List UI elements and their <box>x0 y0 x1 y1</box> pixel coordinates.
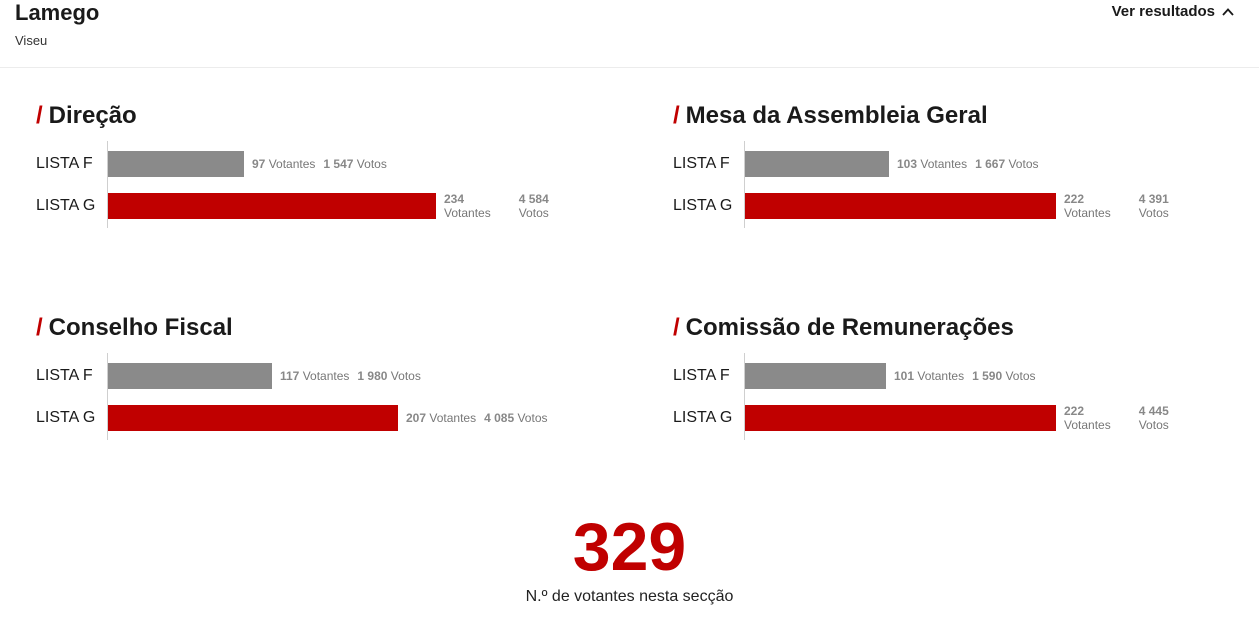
chart-panel: / Comissão de Remunerações LISTA F 101 Vota… <box>673 313 1233 473</box>
data-label: 97 Votantes 1 547 Votos <box>252 151 387 177</box>
votantes-value: 117 <box>280 369 300 383</box>
bar-lista-g <box>108 405 398 431</box>
panel-title: / Direção <box>36 101 137 131</box>
bar-row: LISTA F 101 Votantes 1 590 Votos <box>673 363 1233 389</box>
category-label: LISTA G <box>673 409 733 426</box>
votos-unit: Votos <box>1138 206 1169 220</box>
bar-row: LISTA F 97 Votantes 1 547 Votos <box>36 151 596 177</box>
votantes-unit: Votantes <box>268 157 316 171</box>
bar-row: LISTA F 117 Votantes 1 980 Votos <box>36 363 596 389</box>
votantes-cell: 234 Votantes <box>444 192 491 220</box>
votantes-unit: Votantes <box>917 369 965 383</box>
votos-unit: Votos <box>356 157 387 171</box>
votos-cell: 4 445 Votos <box>1139 404 1169 432</box>
panel-title-text: Direção <box>48 102 137 129</box>
title-slash: / <box>36 102 43 129</box>
votantes-value: 222 <box>1064 192 1085 206</box>
chart-panel: / Mesa da Assembleia Geral LISTA F 103 Vota… <box>673 101 1233 261</box>
votantes-unit: Votantes <box>1064 206 1111 220</box>
bar-axis <box>107 353 108 440</box>
toggle-label: Ver resultados <box>1111 3 1215 20</box>
votantes-value: 101 <box>894 369 915 383</box>
category-label: LISTA G <box>36 197 96 214</box>
votantes-unit: Votantes <box>429 411 477 425</box>
category-label: LISTA F <box>36 155 93 172</box>
category-label: LISTA F <box>673 155 730 172</box>
votos-value: 4 085 <box>484 411 515 425</box>
bar-lista-f <box>745 151 889 177</box>
votantes-unit: Votantes <box>1064 418 1111 432</box>
data-label: 103 Votantes 1 667 Votos <box>897 151 1039 177</box>
votantes-unit: Votantes <box>444 206 491 220</box>
votantes-value: 103 <box>897 157 918 171</box>
bar-lista-f <box>108 151 244 177</box>
votos-value: 1 667 <box>975 157 1006 171</box>
votos-unit: Votos <box>1005 369 1036 383</box>
votos-value: 4 584 <box>518 192 549 206</box>
bar-axis <box>744 353 745 440</box>
votos-unit: Votos <box>518 206 549 220</box>
title-slash: / <box>36 314 43 341</box>
chevron-up-icon <box>1222 7 1234 16</box>
total-voters-value: 329 <box>572 509 687 585</box>
total-voters-label: N.º de votantes nesta secção <box>525 588 734 605</box>
category-label: LISTA G <box>36 409 96 426</box>
panel-title-text: Mesa da Assembleia Geral <box>685 102 988 129</box>
chart-panel: / Direção LISTA F 97 Votantes 1 547 Votos LIS… <box>36 101 596 261</box>
votantes-cell: 222 Votantes <box>1064 192 1111 220</box>
votantes-value: 234 <box>444 192 465 206</box>
data-label: 222 Votantes 4 445 Votos <box>1064 404 1169 432</box>
votos-value: 4 445 <box>1138 404 1169 418</box>
bar-lista-f <box>108 363 272 389</box>
panel-title: / Comissão de Remunerações <box>673 313 1014 343</box>
votos-cell: 4 391 Votos <box>1139 192 1169 220</box>
bar-lista-g <box>108 193 436 219</box>
votantes-value: 222 <box>1064 404 1085 418</box>
data-label: 222 Votantes 4 391 Votos <box>1064 192 1169 220</box>
votos-value: 4 391 <box>1138 192 1169 206</box>
location-header: Lamego Viseu Ver resultados <box>0 0 1259 68</box>
location-subtitle: Viseu <box>15 33 48 48</box>
chart-panel: / Conselho Fiscal LISTA F 117 Votantes 1 980… <box>36 313 596 473</box>
bar-row: LISTA G 222 Votantes 4 445 Votos <box>673 404 1233 432</box>
votantes-unit: Votantes <box>302 369 350 383</box>
votos-unit: Votos <box>390 369 421 383</box>
votantes-unit: Votantes <box>920 157 968 171</box>
data-label: 207 Votantes 4 085 Votos <box>406 405 548 431</box>
votos-value: 1 590 <box>972 369 1003 383</box>
title-slash: / <box>673 102 680 129</box>
votantes-cell: 222 Votantes <box>1064 404 1111 432</box>
bar-lista-g <box>745 405 1056 431</box>
panel-title-text: Comissão de Remunerações <box>685 314 1014 341</box>
votos-value: 1 980 <box>357 369 388 383</box>
category-label: LISTA F <box>36 367 93 384</box>
bar-row: LISTA G 234 Votantes 4 584 Votos <box>36 192 596 220</box>
bar-row: LISTA G 222 Votantes 4 391 Votos <box>673 192 1233 220</box>
data-label: 117 Votantes 1 980 Votos <box>280 363 421 389</box>
votos-unit: Votos <box>1008 157 1039 171</box>
bar-lista-f <box>745 363 886 389</box>
panel-title: / Mesa da Assembleia Geral <box>673 101 988 131</box>
votantes-value: 207 <box>406 411 427 425</box>
data-label: 101 Votantes 1 590 Votos <box>894 363 1036 389</box>
data-label: 234 Votantes 4 584 Votos <box>444 192 549 220</box>
title-slash: / <box>673 314 680 341</box>
bar-axis <box>744 141 745 228</box>
category-label: LISTA G <box>673 197 733 214</box>
votos-value: 1 547 <box>323 157 354 171</box>
location-title: Lamego <box>15 0 100 25</box>
ver-resultados-toggle[interactable]: Ver resultados <box>1112 3 1235 20</box>
votos-cell: 4 584 Votos <box>519 192 549 220</box>
category-label: LISTA F <box>673 367 730 384</box>
panel-title: / Conselho Fiscal <box>36 313 233 343</box>
bar-row: LISTA F 103 Votantes 1 667 Votos <box>673 151 1233 177</box>
bar-axis <box>107 141 108 228</box>
votos-unit: Votos <box>517 411 548 425</box>
panel-title-text: Conselho Fiscal <box>48 314 233 341</box>
votantes-value: 97 <box>252 157 266 171</box>
bar-lista-g <box>745 193 1056 219</box>
votos-unit: Votos <box>1138 418 1169 432</box>
bar-row: LISTA G 207 Votantes 4 085 Votos <box>36 405 596 431</box>
